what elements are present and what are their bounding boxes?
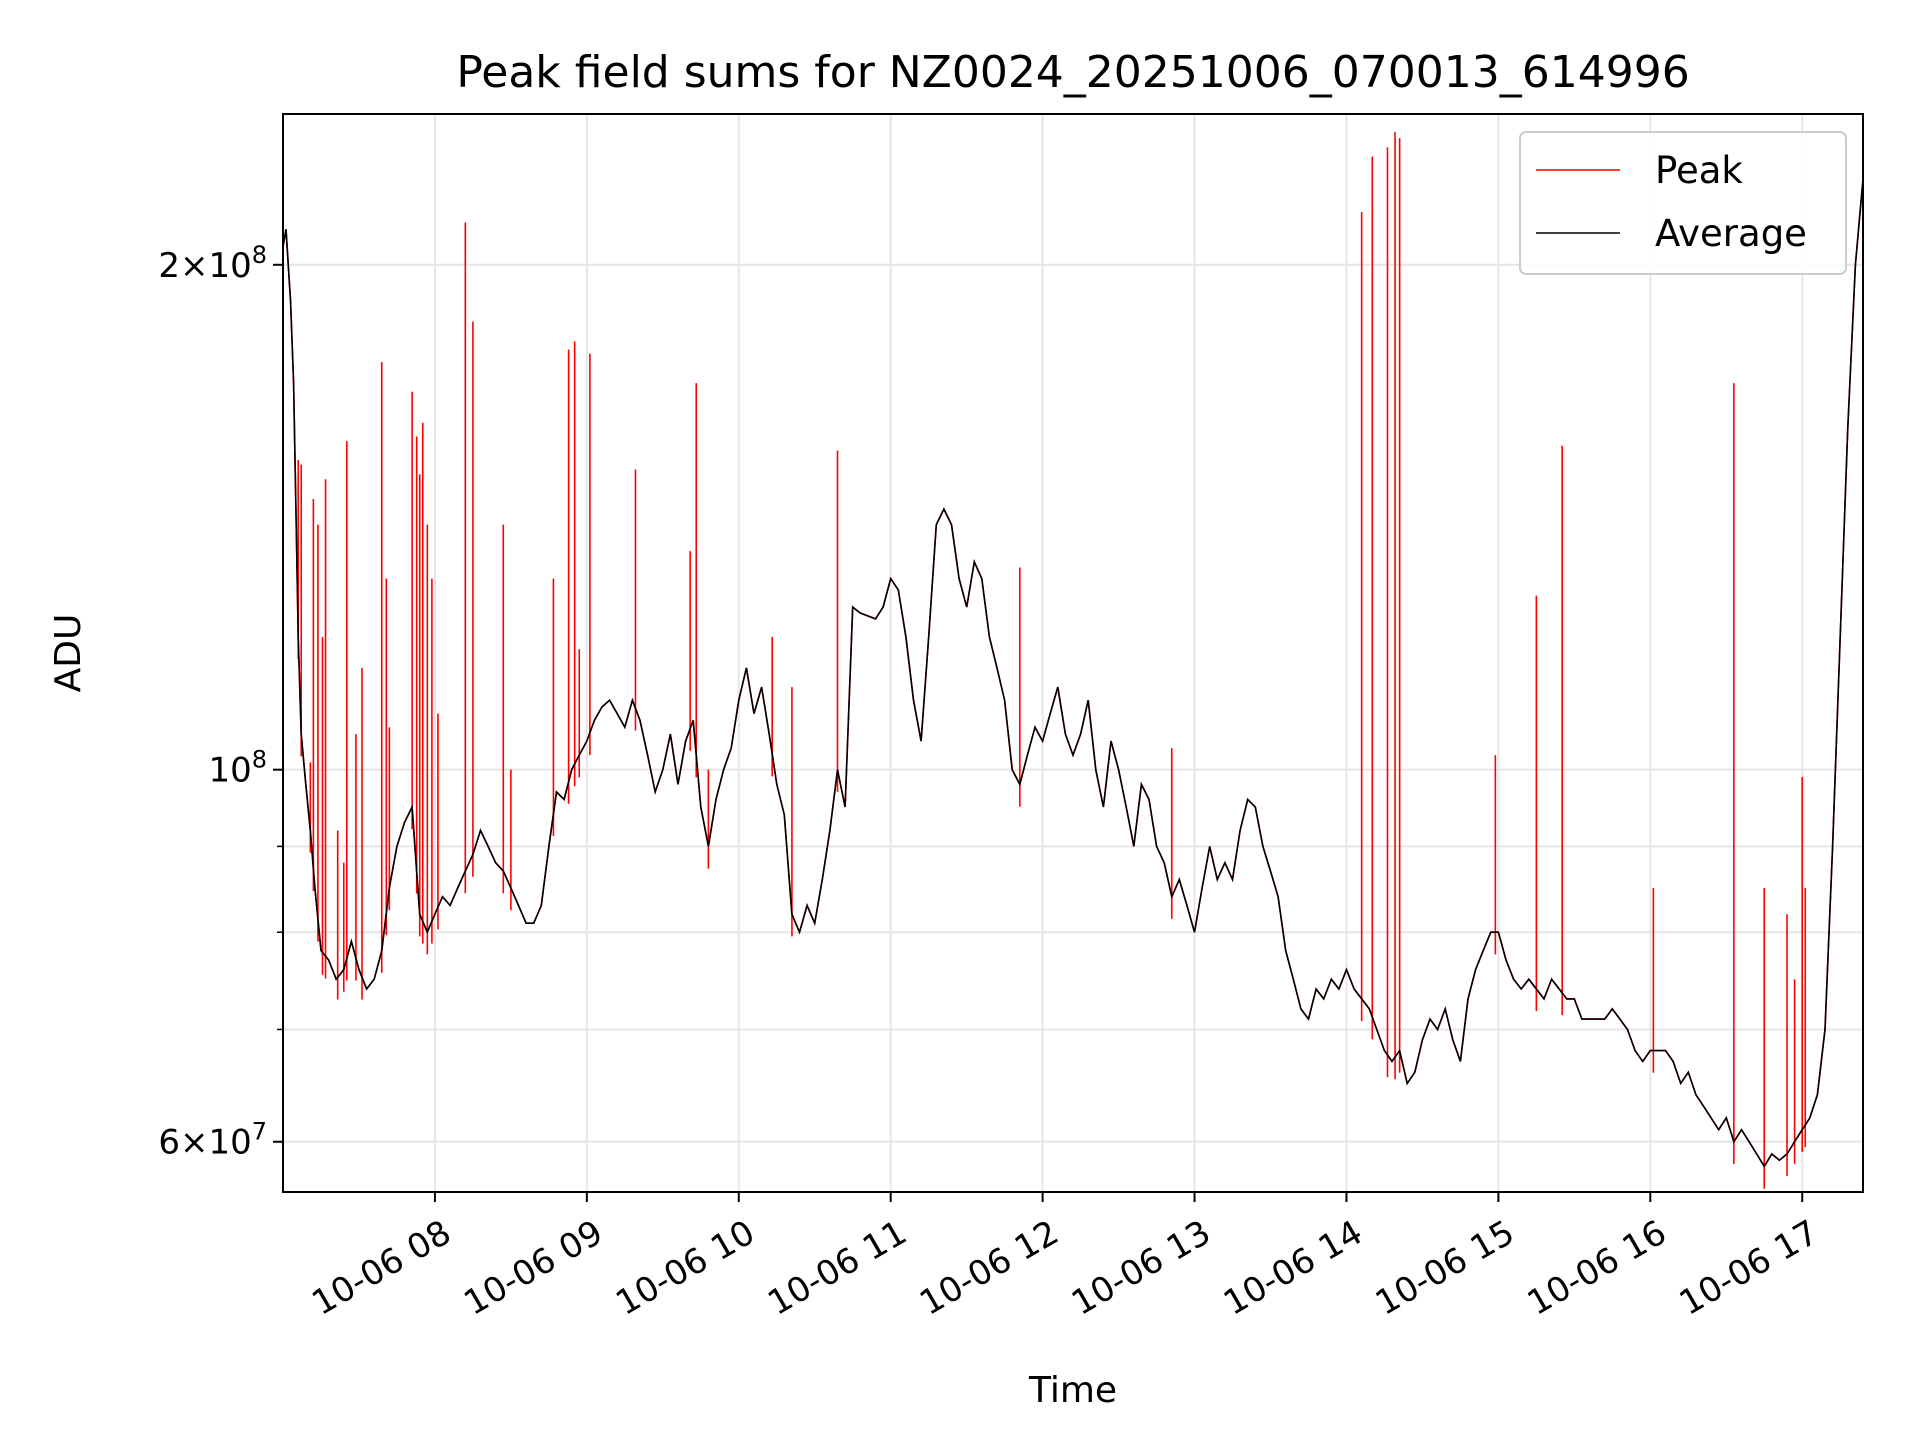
y-tick-base: 10 — [208, 246, 251, 286]
x-axis-label: Time — [1028, 1370, 1117, 1411]
legend-peak-label: Peak — [1655, 149, 1743, 192]
y-tick-mantissa: 2 — [158, 246, 180, 286]
y-tick-times: × — [180, 1123, 209, 1163]
y-tick-base: 10 — [208, 751, 251, 791]
legend: Peak Average — [1519, 131, 1847, 275]
y-tick-exponent: 8 — [252, 241, 267, 269]
y-tick-label: 108 — [208, 746, 267, 791]
y-tick-base: 10 — [208, 1123, 251, 1163]
legend-box — [1519, 131, 1847, 275]
plot-frame — [282, 113, 1864, 1193]
y-tick-label: 2×108 — [158, 241, 267, 286]
y-tick-exponent: 8 — [252, 746, 267, 774]
average-series-line — [283, 178, 1863, 1168]
y-tick-exponent: 7 — [252, 1118, 267, 1146]
y-axis-label: ADU — [48, 614, 89, 693]
y-tick-label: 6×107 — [158, 1118, 267, 1163]
y-tick-times: × — [180, 246, 209, 286]
y-tick-mantissa: 6 — [158, 1123, 180, 1163]
series-layer — [283, 131, 1863, 1189]
legend-average-label: Average — [1655, 212, 1807, 255]
grid — [283, 114, 1863, 1192]
chart-title: Peak field sums for NZ0024_20251006_0700… — [456, 47, 1689, 98]
